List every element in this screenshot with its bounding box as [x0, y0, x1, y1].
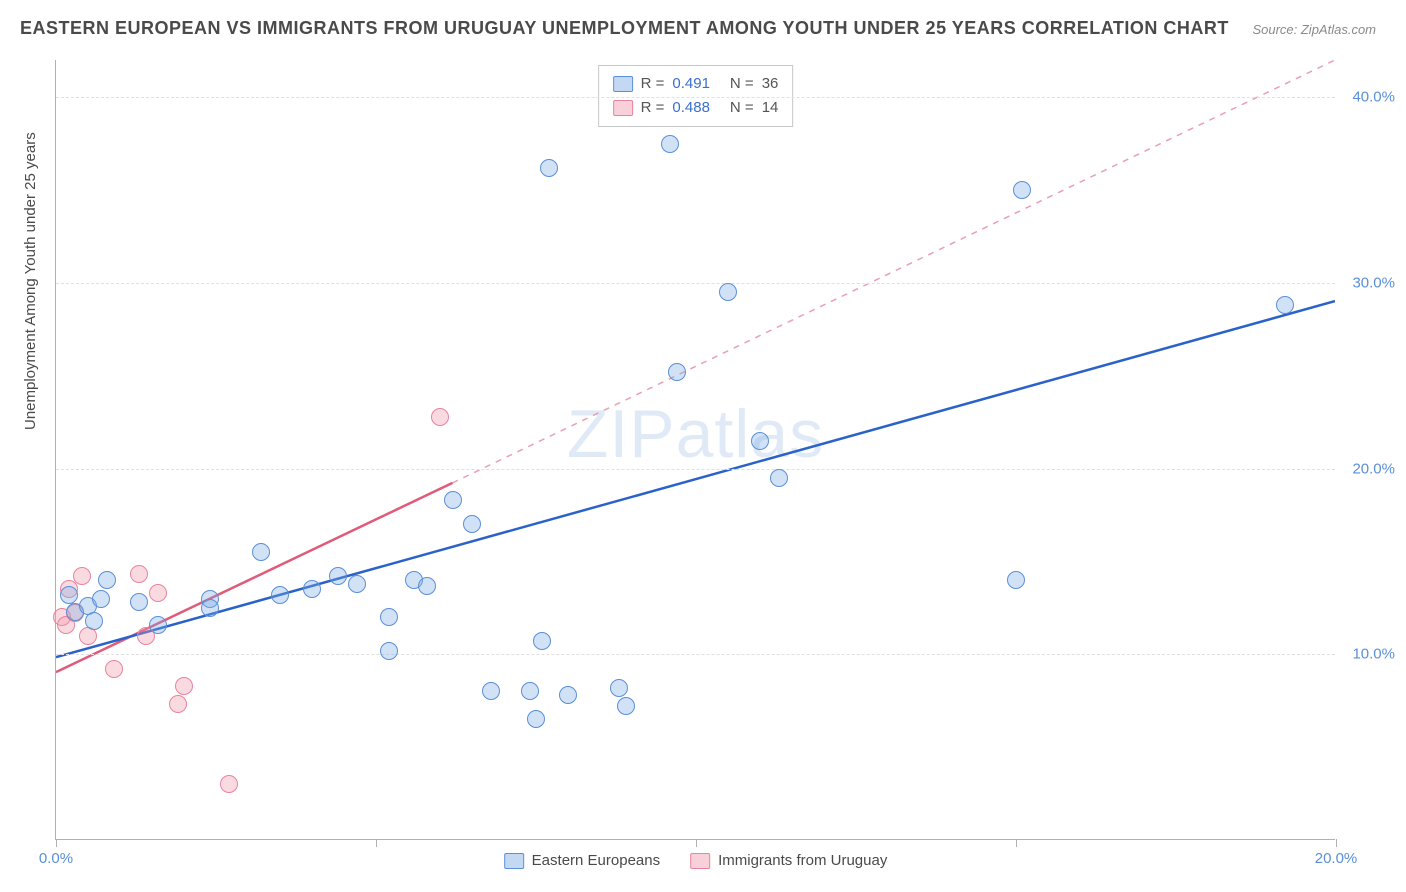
scatter-point	[661, 135, 679, 153]
watermark-text: ZIPatlas	[567, 395, 824, 473]
scatter-point	[98, 571, 116, 589]
series-legend: Eastern Europeans Immigrants from Urugua…	[504, 852, 888, 869]
gridline	[56, 97, 1335, 98]
scatter-point	[617, 697, 635, 715]
gridline	[56, 283, 1335, 284]
n-label: N =	[730, 96, 754, 120]
r-value-pink: 0.488	[672, 96, 710, 120]
scatter-point	[559, 686, 577, 704]
scatter-point	[751, 432, 769, 450]
scatter-point	[271, 586, 289, 604]
scatter-point	[149, 584, 167, 602]
scatter-point	[540, 159, 558, 177]
swatch-blue-icon	[613, 76, 633, 92]
chart-plot-area: ZIPatlas R = 0.491 N = 36 R = 0.488 N = …	[55, 60, 1335, 840]
scatter-point	[175, 677, 193, 695]
x-tick-label: 0.0%	[39, 850, 73, 867]
scatter-point	[380, 642, 398, 660]
scatter-point	[1276, 296, 1294, 314]
x-tick	[1016, 839, 1017, 847]
scatter-point	[418, 577, 436, 595]
scatter-point	[130, 593, 148, 611]
y-tick-label: 20.0%	[1352, 460, 1395, 477]
scatter-point	[60, 586, 78, 604]
scatter-point	[329, 567, 347, 585]
x-tick	[376, 839, 377, 847]
y-tick-label: 30.0%	[1352, 274, 1395, 291]
scatter-point	[770, 469, 788, 487]
correlation-legend: R = 0.491 N = 36 R = 0.488 N = 14	[598, 65, 794, 127]
y-tick-label: 40.0%	[1352, 89, 1395, 106]
scatter-point	[220, 775, 238, 793]
scatter-point	[303, 580, 321, 598]
x-tick	[56, 839, 57, 847]
scatter-point	[201, 599, 219, 617]
scatter-point	[527, 710, 545, 728]
source-label: Source: ZipAtlas.com	[1252, 22, 1376, 37]
chart-title: EASTERN EUROPEAN VS IMMIGRANTS FROM URUG…	[20, 18, 1229, 39]
scatter-point	[92, 590, 110, 608]
scatter-point	[105, 660, 123, 678]
swatch-blue-icon	[504, 853, 524, 869]
scatter-point	[444, 491, 462, 509]
legend-label-blue: Eastern Europeans	[532, 852, 660, 869]
scatter-point	[668, 363, 686, 381]
x-tick-label: 20.0%	[1315, 850, 1358, 867]
gridline	[56, 654, 1335, 655]
scatter-point	[380, 608, 398, 626]
scatter-point	[521, 682, 539, 700]
n-value-pink: 14	[762, 96, 779, 120]
scatter-point	[719, 283, 737, 301]
scatter-point	[533, 632, 551, 650]
n-value-blue: 36	[762, 72, 779, 96]
r-value-blue: 0.491	[672, 72, 710, 96]
gridline	[56, 469, 1335, 470]
n-label: N =	[730, 72, 754, 96]
scatter-point	[1007, 571, 1025, 589]
scatter-point	[348, 575, 366, 593]
scatter-point	[252, 543, 270, 561]
scatter-point	[85, 612, 103, 630]
r-label: R =	[641, 96, 665, 120]
scatter-point	[73, 567, 91, 585]
scatter-point	[610, 679, 628, 697]
scatter-point	[1013, 181, 1031, 199]
legend-row-blue: R = 0.491 N = 36	[613, 72, 779, 96]
trend-lines-svg	[56, 60, 1335, 839]
swatch-pink-icon	[613, 100, 633, 116]
x-tick	[1336, 839, 1337, 847]
r-label: R =	[641, 72, 665, 96]
legend-item-blue: Eastern Europeans	[504, 852, 660, 869]
scatter-point	[130, 565, 148, 583]
scatter-point	[482, 682, 500, 700]
legend-row-pink: R = 0.488 N = 14	[613, 96, 779, 120]
swatch-pink-icon	[690, 853, 710, 869]
scatter-point	[463, 515, 481, 533]
legend-item-pink: Immigrants from Uruguay	[690, 852, 887, 869]
scatter-point	[169, 695, 187, 713]
scatter-point	[149, 616, 167, 634]
scatter-point	[431, 408, 449, 426]
y-axis-label: Unemployment Among Youth under 25 years	[22, 132, 39, 430]
y-tick-label: 10.0%	[1352, 646, 1395, 663]
x-tick	[696, 839, 697, 847]
legend-label-pink: Immigrants from Uruguay	[718, 852, 887, 869]
